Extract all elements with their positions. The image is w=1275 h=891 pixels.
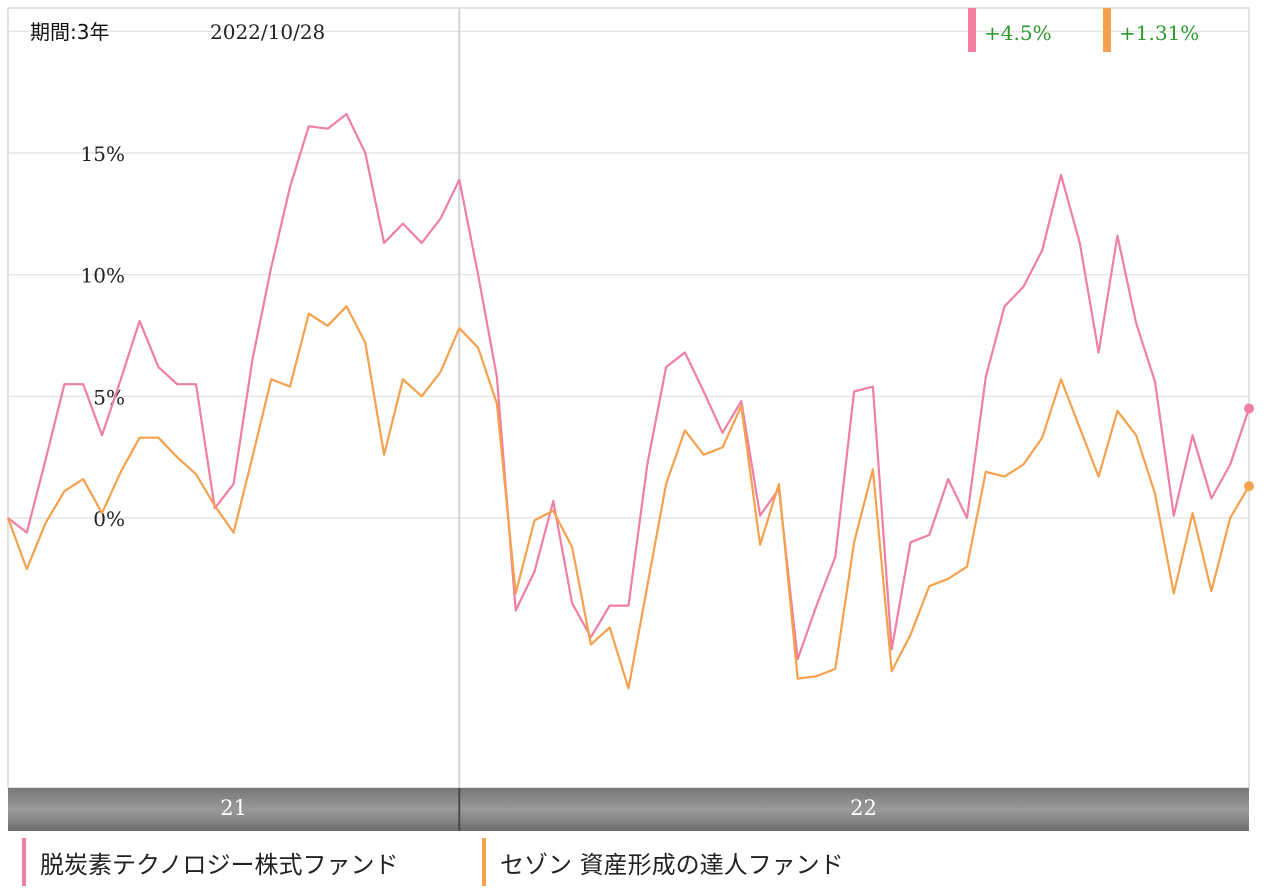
- timeline-bar[interactable]: 21 22: [8, 788, 1249, 831]
- legend-swatch: [482, 838, 486, 886]
- series-line-0[interactable]: [7, 112, 1251, 661]
- series-lines[interactable]: [6, 112, 1254, 690]
- timeline-track[interactable]: [8, 788, 1249, 831]
- badge-marker: [1103, 8, 1111, 52]
- legend: 脱炭素テクノロジー株式ファンド セゾン 資産形成の達人ファンド: [0, 836, 1275, 891]
- y-axis-ticks: 15% 10% 5% 0%: [81, 142, 125, 531]
- series-line-1[interactable]: [6, 305, 1250, 690]
- legend-item-saison[interactable]: セゾン 資産形成の達人ファンド: [482, 838, 844, 886]
- x-tick-label: 22: [850, 796, 877, 820]
- y-tick-label: 0%: [93, 507, 125, 531]
- y-tick-label: 15%: [81, 142, 125, 166]
- legend-swatch: [22, 838, 26, 886]
- x-tick-label: 21: [220, 796, 247, 820]
- legend-label: 脱炭素テクノロジー株式ファンド: [40, 850, 399, 879]
- change-value: +4.5%: [984, 21, 1052, 45]
- legend-item-decarbon[interactable]: 脱炭素テクノロジー株式ファンド: [22, 838, 399, 886]
- y-tick-label: 10%: [81, 264, 125, 288]
- badge-marker: [968, 8, 976, 52]
- date-label: 2022/10/28: [210, 20, 325, 44]
- period-label[interactable]: 期間:3年: [30, 20, 109, 44]
- change-value: +1.31%: [1119, 21, 1199, 45]
- series-end-point-1: [1244, 481, 1254, 492]
- x-axis-labels: 21 22: [220, 796, 877, 820]
- y-tick-label: 5%: [93, 385, 125, 409]
- plot-border: [7, 7, 1250, 789]
- series-end-point-0: [1244, 403, 1254, 414]
- gridlines: [8, 30, 1249, 519]
- legend-label: セゾン 資産形成の達人ファンド: [500, 850, 844, 879]
- change-badges: +4.5% +1.31%: [968, 8, 1199, 52]
